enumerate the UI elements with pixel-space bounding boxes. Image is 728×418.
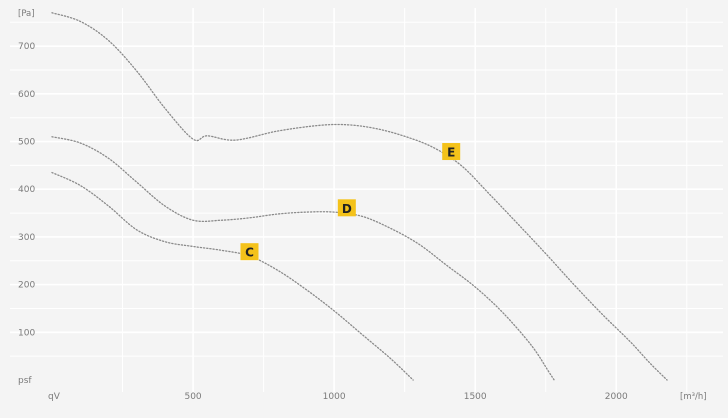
x-tick-label: 500 bbox=[184, 392, 201, 402]
curve-labels: E D C bbox=[240, 143, 461, 261]
x-tick-label: 1000 bbox=[323, 392, 346, 402]
x-axis-unit: [m³/h] bbox=[680, 392, 707, 402]
y-tick-label: 200 bbox=[18, 281, 35, 291]
y-tick-label: 400 bbox=[18, 185, 35, 195]
x-origin-label: qV bbox=[48, 392, 61, 402]
y-tick-label: 600 bbox=[18, 90, 35, 100]
curve-d bbox=[51, 136, 555, 381]
curve-label-d: D bbox=[337, 199, 356, 217]
y-tick-label: 500 bbox=[18, 138, 35, 148]
curve-e bbox=[51, 12, 668, 381]
curve-c bbox=[51, 171, 414, 381]
curve-label-text: E bbox=[447, 146, 455, 160]
curves bbox=[51, 12, 668, 381]
y-tick-label: 100 bbox=[18, 328, 35, 338]
y-tick-label: 700 bbox=[18, 42, 35, 52]
x-tick-label: 1500 bbox=[464, 392, 487, 402]
ticks: 500 1000 1500 2000 100 200 300 400 500 600 700 bbox=[18, 42, 628, 402]
x-tick-label: 2000 bbox=[605, 392, 628, 402]
curve-label-text: C bbox=[245, 246, 254, 260]
curve-label-badge bbox=[240, 243, 259, 261]
y-axis-unit: [Pa] bbox=[18, 9, 35, 19]
curve-label-e: E bbox=[442, 143, 461, 161]
curve-label-badge bbox=[442, 143, 461, 161]
curve-label-badge bbox=[337, 199, 356, 217]
y-tick-label: 300 bbox=[18, 233, 35, 243]
y-origin-label: psf bbox=[18, 376, 32, 386]
curve-label-text: D bbox=[342, 202, 352, 216]
curve-label-c: C bbox=[240, 243, 259, 261]
grid bbox=[10, 8, 723, 392]
